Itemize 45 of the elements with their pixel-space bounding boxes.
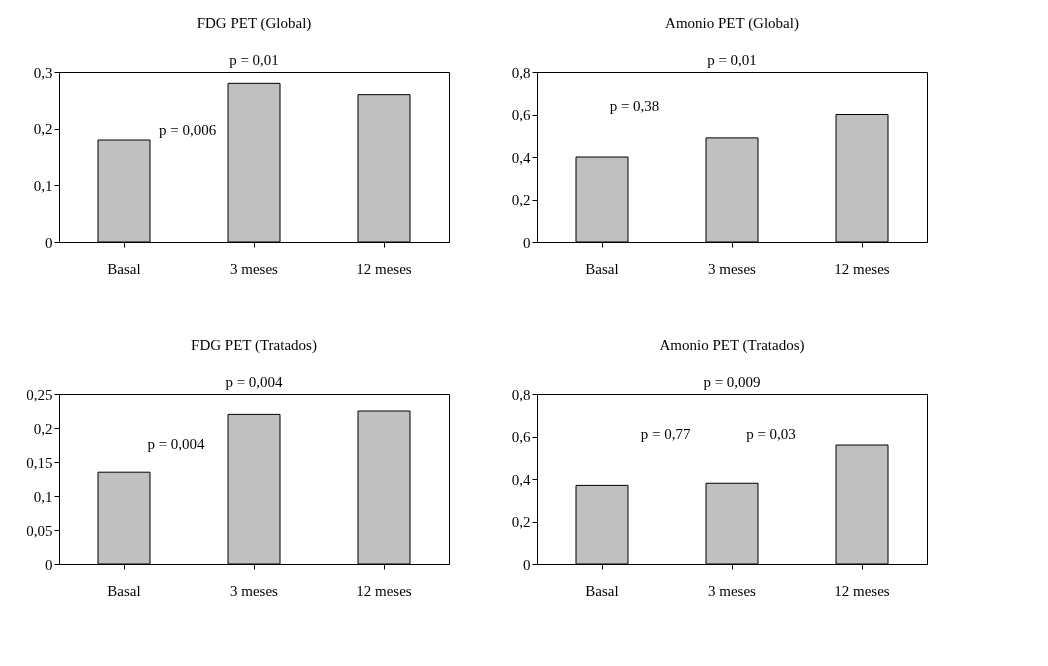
y-tick-label: 0,2: [33, 420, 53, 437]
y-tick-label: 0,6: [511, 429, 531, 445]
y-tick-label: 0: [45, 234, 53, 251]
x-tick-label: 12 meses: [356, 582, 412, 599]
y-tick-label: 0,8: [511, 386, 531, 403]
y-tick-label: 0: [523, 234, 531, 251]
x-tick-label: 3 meses: [708, 582, 757, 599]
y-tick-label: 0,05: [26, 522, 53, 539]
y-tick-label: 0: [523, 556, 531, 573]
y-tick-label: 0,6: [511, 107, 531, 123]
y-tick-label: 0,2: [33, 121, 53, 138]
y-tick-label: 0,1: [33, 177, 53, 194]
y-tick-label: 0,8: [511, 64, 531, 81]
text: p = 0,01: [707, 52, 757, 68]
x-tick-label: 12 meses: [356, 260, 412, 277]
text: p = 0,004: [225, 374, 284, 390]
x-tick-label: Basal: [107, 582, 141, 599]
annotation: p = 0,38: [609, 98, 660, 114]
x-tick-label: 12 meses: [834, 260, 890, 277]
annotation: p = 0,03: [746, 426, 796, 442]
x-tick-label: 3 meses: [708, 260, 757, 277]
chart-title: FDG PET (Tratados): [191, 337, 317, 354]
y-tick-label: 0: [45, 556, 53, 573]
annotation: p = 0,006: [159, 122, 217, 138]
y-tick-label: 0,25: [26, 386, 53, 403]
x-tick-label: 3 meses: [230, 582, 279, 599]
y-tick-label: 0,4: [511, 149, 531, 166]
y-tick-label: 0,2: [511, 514, 531, 530]
text: p = 0,01: [229, 52, 279, 68]
x-tick-label: 3 meses: [230, 260, 279, 277]
y-tick-label: 0,2: [511, 192, 531, 208]
y-tick-label: 0,4: [511, 471, 531, 488]
y-tick-label: 0,15: [26, 454, 53, 471]
x-tick-label: Basal: [107, 260, 141, 277]
text: p = 0,009: [703, 374, 761, 390]
chart-title: Amonio PET (Tratados): [659, 337, 805, 354]
annotation: p = 0,77: [640, 426, 692, 442]
y-tick-label: 0,1: [33, 488, 53, 505]
annotation: p = 0,004: [147, 436, 206, 452]
x-tick-label: Basal: [585, 582, 619, 599]
x-tick-label: 12 meses: [834, 582, 890, 599]
y-tick-label: 0,3: [33, 64, 53, 81]
chart-title: FDG PET (Global): [196, 15, 312, 32]
chart-title: Amonio PET (Global): [665, 15, 799, 32]
x-tick-label: Basal: [585, 260, 619, 277]
